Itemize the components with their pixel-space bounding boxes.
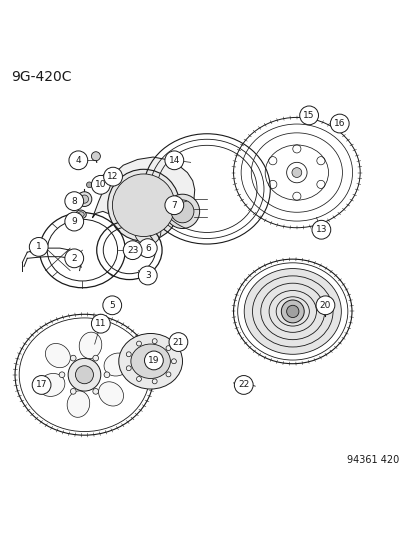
Circle shape bbox=[134, 219, 161, 245]
Circle shape bbox=[152, 338, 157, 344]
Circle shape bbox=[330, 114, 348, 133]
Ellipse shape bbox=[79, 332, 102, 359]
Circle shape bbox=[70, 389, 76, 394]
Circle shape bbox=[104, 302, 112, 310]
Text: 13: 13 bbox=[315, 225, 326, 234]
Text: 20: 20 bbox=[319, 301, 330, 310]
Circle shape bbox=[93, 356, 98, 361]
Circle shape bbox=[75, 366, 93, 384]
Circle shape bbox=[93, 389, 98, 394]
Circle shape bbox=[104, 372, 109, 377]
Circle shape bbox=[164, 196, 183, 215]
Text: 10: 10 bbox=[95, 180, 106, 189]
Circle shape bbox=[281, 300, 304, 323]
Circle shape bbox=[123, 241, 142, 260]
Ellipse shape bbox=[39, 374, 65, 397]
Circle shape bbox=[91, 152, 100, 161]
Circle shape bbox=[65, 249, 83, 268]
Text: 16: 16 bbox=[333, 119, 345, 128]
Text: 4: 4 bbox=[75, 156, 81, 165]
Circle shape bbox=[152, 379, 157, 384]
Text: 5: 5 bbox=[109, 301, 115, 310]
Circle shape bbox=[65, 212, 83, 231]
Ellipse shape bbox=[119, 334, 182, 389]
Text: 23: 23 bbox=[127, 246, 138, 255]
Text: 9: 9 bbox=[71, 217, 77, 226]
Ellipse shape bbox=[67, 391, 90, 417]
Circle shape bbox=[311, 220, 330, 239]
Circle shape bbox=[126, 352, 131, 357]
Text: 12: 12 bbox=[107, 172, 119, 181]
Circle shape bbox=[291, 168, 301, 177]
Text: 7: 7 bbox=[171, 201, 177, 209]
Circle shape bbox=[77, 192, 92, 206]
Ellipse shape bbox=[235, 381, 252, 388]
Circle shape bbox=[144, 351, 163, 370]
Circle shape bbox=[286, 305, 298, 318]
Circle shape bbox=[69, 151, 88, 169]
Circle shape bbox=[138, 266, 157, 285]
Circle shape bbox=[164, 151, 183, 169]
Circle shape bbox=[234, 376, 252, 394]
Text: 9G-420C: 9G-420C bbox=[11, 70, 71, 84]
Circle shape bbox=[59, 372, 65, 377]
Circle shape bbox=[318, 298, 331, 310]
Circle shape bbox=[126, 366, 131, 370]
Circle shape bbox=[138, 239, 157, 257]
Circle shape bbox=[102, 296, 121, 314]
Ellipse shape bbox=[131, 344, 170, 378]
Circle shape bbox=[68, 358, 100, 391]
Circle shape bbox=[166, 346, 171, 351]
Circle shape bbox=[32, 376, 51, 394]
Polygon shape bbox=[93, 157, 194, 232]
Text: 17: 17 bbox=[36, 381, 47, 390]
Text: 8: 8 bbox=[71, 197, 77, 206]
Circle shape bbox=[165, 194, 199, 229]
Ellipse shape bbox=[98, 382, 123, 406]
Circle shape bbox=[107, 169, 179, 241]
Circle shape bbox=[299, 106, 318, 125]
Text: 2: 2 bbox=[71, 254, 77, 263]
Text: 19: 19 bbox=[148, 356, 159, 365]
Text: 15: 15 bbox=[303, 111, 314, 120]
Circle shape bbox=[171, 200, 193, 223]
Circle shape bbox=[86, 182, 92, 188]
Circle shape bbox=[91, 314, 110, 333]
Circle shape bbox=[70, 356, 76, 361]
Text: 14: 14 bbox=[168, 156, 180, 165]
Circle shape bbox=[80, 195, 88, 203]
Circle shape bbox=[112, 174, 175, 237]
Circle shape bbox=[136, 341, 141, 346]
Circle shape bbox=[166, 372, 171, 377]
Text: 21: 21 bbox=[172, 337, 184, 346]
Circle shape bbox=[102, 174, 107, 179]
Circle shape bbox=[29, 238, 48, 256]
Circle shape bbox=[91, 175, 110, 194]
Ellipse shape bbox=[76, 210, 86, 219]
Circle shape bbox=[34, 383, 40, 389]
Ellipse shape bbox=[78, 212, 84, 217]
Circle shape bbox=[169, 333, 188, 351]
Ellipse shape bbox=[104, 353, 130, 376]
Ellipse shape bbox=[244, 269, 340, 354]
Circle shape bbox=[136, 376, 141, 382]
Text: 6: 6 bbox=[145, 244, 150, 253]
Text: 22: 22 bbox=[237, 381, 249, 390]
Circle shape bbox=[315, 296, 334, 314]
Text: 3: 3 bbox=[145, 271, 150, 280]
Text: 94361 420: 94361 420 bbox=[346, 455, 398, 465]
Ellipse shape bbox=[45, 343, 70, 368]
Circle shape bbox=[65, 192, 83, 211]
Circle shape bbox=[171, 359, 176, 364]
Text: 1: 1 bbox=[36, 243, 41, 252]
Circle shape bbox=[175, 337, 181, 344]
Circle shape bbox=[103, 167, 122, 186]
Text: 11: 11 bbox=[95, 319, 106, 328]
